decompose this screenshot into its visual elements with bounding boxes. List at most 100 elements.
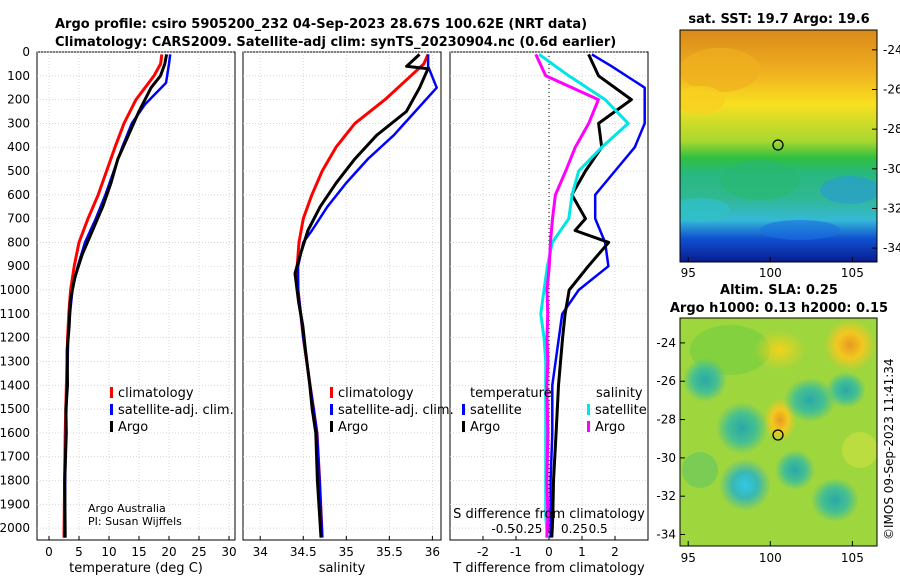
pressure-tick-label: 1500 [0,402,30,416]
pressure-tick-label: 300 [7,116,30,130]
s-difference-axis-label: S difference from climatology [453,507,645,522]
map-axes: -24 -26 -28 -30 -32 -34 95 100 105 -24 -26 -28 -30 -3… [656,43,900,565]
legend-label-climatology: climatology [118,386,194,401]
sst-lon-label: 100 [759,266,782,280]
temperature-axis-label: temperature (deg C) [69,561,203,576]
salinity-plot: 34 34.5 35 35.5 36 [243,51,441,559]
figure-title-line1: Argo profile: csiro 5905200_232 04-Sep-2… [55,17,587,32]
temperature-plot: 0 5 10 15 20 25 30 [37,51,237,559]
sst-lat-label: -26 [883,82,900,96]
sla-lat-label: -34 [656,528,676,542]
series-line-temperature-argo [550,53,633,538]
series-line-argo [293,53,430,538]
temperature-legend: climatology satellite-adj. clim. Argo [110,386,234,435]
sla-map-title-line1: Altim. SLA: 0.25 [720,283,838,298]
salinity-axis-label: salinity [319,561,366,576]
series-line-satellite-adj-clim- [63,54,172,538]
sla-lon-label: 95 [681,551,696,565]
x-tick-label: 1 [578,545,586,559]
x-tick-label: 5 [75,545,83,559]
sst-lon-label: 105 [841,266,864,280]
pressure-tick-label: 1000 [0,283,30,297]
sst-lat-label: -24 [883,43,900,57]
sla-lat-label: -24 [656,336,676,350]
argo-location-marker-sst [772,139,784,151]
pressure-tick-label: 700 [7,212,30,226]
x-tick-label: 25 [191,545,206,559]
salinity-panel [242,51,442,541]
pressure-tick-label: 200 [7,93,30,107]
difference-legend: temperature salinity satellite Argo sate… [462,386,647,435]
legend-label-satellite-adj: satellite-adj. clim. [118,403,234,418]
x-tick-label: 10 [101,545,116,559]
credit-line2: PI: Susan Wijffels [88,515,182,528]
sst-map-title: sat. SST: 19.7 Argo: 19.6 [688,12,869,27]
pressure-tick-label: 1300 [0,354,30,368]
series-line-satellite-adj-clim- [296,54,438,538]
legend-swatch-temp-satellite [462,404,465,415]
sst-lon-label: 95 [681,266,696,280]
legend-label-climatology-s: climatology [338,386,414,401]
legend-swatch-sal-argo [587,421,590,432]
pressure-tick-label: 1600 [0,426,30,440]
sla-map-frame [679,317,878,547]
x-tick-label: 34.5 [290,545,317,559]
sst-lat-label: -32 [883,201,900,215]
sla-lon-label: 105 [841,551,864,565]
temperature-panel [36,51,236,541]
legend-label-sal-satellite: satellite [595,403,647,418]
pressure-tick-label: 1400 [0,378,30,392]
x-tick-label: 15 [131,545,146,559]
x-tick-label: 30 [221,545,236,559]
legend-swatch-climatology-s [330,387,333,398]
sst-lat-label: -30 [883,162,900,176]
sst-map-frame [679,29,878,263]
pressure-tick-label: 1700 [0,450,30,464]
x-tick-label: -2 [477,545,489,559]
sst-map [680,30,877,262]
x-tick-label: 20 [161,545,176,559]
credit-line1: Argo Australia [88,502,166,515]
sla-lat-label: -30 [656,451,676,465]
sla-lon-label: 100 [759,551,782,565]
legend-swatch-argo [110,421,113,432]
sla-lat-label: -28 [656,413,676,427]
pressure-tick-label: 2000 [0,521,30,535]
x-tick-label: 0 [45,545,53,559]
sst-lat-label: -34 [883,241,900,255]
t-difference-axis-label: T difference from climatology [452,561,645,576]
timestamp-label: ©IMOS 09-Sep-2023 11:41:34 [882,358,896,540]
legend-swatch-argo-s [330,421,333,432]
legend-swatch-satellite-adj-s [330,404,333,415]
pressure-tick-label: 500 [7,164,30,178]
pressure-tick-label: 0 [22,45,30,59]
difference-plot: -2 -1 0 1 2-0.5-0.25 0 0.25 0.5 [450,51,648,559]
legend-swatch-satellite-adj [110,404,113,415]
pressure-tick-label: 900 [7,259,30,273]
sla-lat-label: -32 [656,489,676,503]
legend-header-temperature: temperature [470,386,552,401]
pressure-tick-label: 800 [7,235,30,249]
x-tick-label: 36 [425,545,440,559]
legend-label-argo: Argo [118,420,148,435]
legend-swatch-temp-argo [462,421,465,432]
sla-map-title-line2: Argo h1000: 0.13 h2000: 0.15 [670,301,888,316]
x-tick-label: 35 [339,545,354,559]
legend-label-sal-argo: Argo [595,420,625,435]
x-tick-label: 34 [253,545,268,559]
s-diff-tick-label: 0.5 [589,522,608,536]
legend-swatch-climatology [110,387,113,398]
legend-label-argo-s: Argo [338,420,368,435]
series-line-salinity-satellite [538,53,630,538]
s-diff-tick-label: 0.25 [561,522,588,536]
pressure-tick-label: 1800 [0,473,30,487]
x-tick-label: -1 [510,545,522,559]
x-tick-label: 35.5 [376,545,403,559]
pressure-tick-label: 1100 [0,307,30,321]
sla-map [680,318,877,546]
x-tick-label: 0 [545,545,553,559]
salinity-legend: climatology satellite-adj. clim. Argo [330,386,454,435]
sst-lat-label: -28 [883,122,900,136]
argo-location-marker-sla [772,429,784,441]
series-line-temperature-satellite [549,53,646,538]
